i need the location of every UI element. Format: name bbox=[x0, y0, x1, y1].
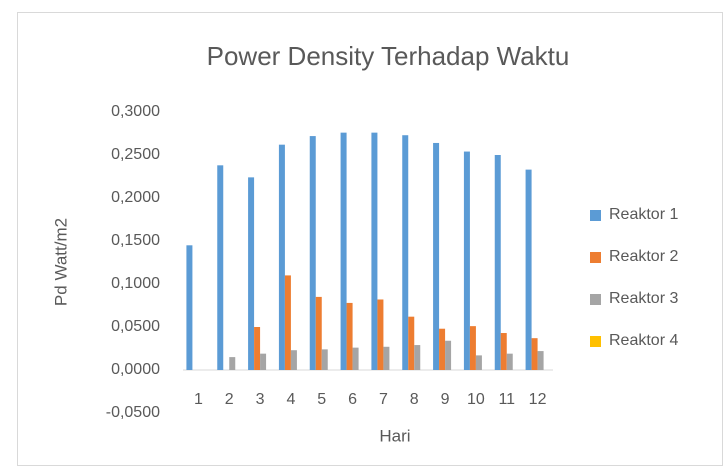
chart-border bbox=[17, 12, 723, 466]
y-tick-label: 0,2500 bbox=[111, 146, 160, 163]
bar bbox=[290, 350, 297, 370]
y-tick-label: 0,1500 bbox=[111, 232, 160, 249]
x-tick-label: 2 bbox=[225, 391, 234, 408]
bar bbox=[475, 355, 482, 370]
x-tick-label: 12 bbox=[529, 391, 547, 408]
bar bbox=[315, 296, 322, 370]
bar bbox=[402, 135, 409, 370]
bar bbox=[383, 346, 390, 370]
bar bbox=[371, 132, 378, 370]
chart-title: Power Density Terhadap Waktu bbox=[207, 41, 570, 71]
legend-swatch bbox=[590, 252, 601, 263]
bar bbox=[445, 340, 452, 370]
x-tick-label: 9 bbox=[441, 391, 450, 408]
bar bbox=[377, 299, 384, 370]
y-tick-label: 0,1000 bbox=[111, 275, 160, 292]
bar bbox=[284, 275, 291, 370]
legend-label: Reaktor 3 bbox=[609, 290, 678, 307]
x-tick-label: 6 bbox=[348, 391, 357, 408]
bar bbox=[439, 328, 446, 370]
x-tick-label: 1 bbox=[194, 391, 203, 408]
legend-label: Reaktor 4 bbox=[609, 332, 678, 349]
bar bbox=[217, 165, 224, 370]
bar bbox=[408, 316, 415, 370]
y-tick-label: 0,0000 bbox=[111, 361, 160, 378]
bar bbox=[537, 351, 544, 370]
y-axis-title: Pd Watt/m2 bbox=[51, 218, 70, 306]
x-tick-label: 8 bbox=[410, 391, 419, 408]
x-tick-label: 7 bbox=[379, 391, 388, 408]
legend-swatch bbox=[590, 294, 601, 305]
bar bbox=[500, 333, 507, 370]
x-tick-label: 4 bbox=[286, 391, 295, 408]
bar bbox=[494, 155, 501, 370]
bar bbox=[278, 144, 285, 370]
bar bbox=[414, 345, 421, 370]
bar bbox=[346, 302, 353, 370]
bar bbox=[186, 245, 193, 370]
legend-swatch bbox=[590, 210, 601, 221]
bar bbox=[352, 347, 359, 370]
bar bbox=[525, 169, 532, 370]
bar bbox=[469, 326, 476, 370]
x-tick-label: 10 bbox=[467, 391, 485, 408]
x-axis-title: Hari bbox=[379, 426, 410, 445]
legend-label: Reaktor 1 bbox=[609, 206, 678, 223]
bar bbox=[506, 353, 513, 370]
bar bbox=[309, 136, 316, 370]
x-tick-label: 5 bbox=[317, 391, 326, 408]
bar bbox=[321, 349, 328, 370]
y-tick-label: 0,0500 bbox=[111, 318, 160, 335]
bar bbox=[433, 142, 440, 370]
bar bbox=[260, 353, 267, 370]
bar bbox=[340, 132, 347, 370]
bar bbox=[254, 327, 261, 370]
legend-swatch bbox=[590, 336, 601, 347]
y-tick-label: -0,0500 bbox=[106, 404, 160, 421]
bar bbox=[229, 357, 236, 370]
x-tick-label: 11 bbox=[498, 391, 515, 408]
y-tick-label: 0,2000 bbox=[111, 189, 160, 206]
legend-label: Reaktor 2 bbox=[609, 248, 678, 265]
x-tick-label: 3 bbox=[256, 391, 265, 408]
bar bbox=[531, 338, 538, 370]
bar bbox=[248, 177, 255, 370]
y-tick-label: 0,3000 bbox=[111, 103, 160, 120]
bar bbox=[463, 151, 470, 370]
